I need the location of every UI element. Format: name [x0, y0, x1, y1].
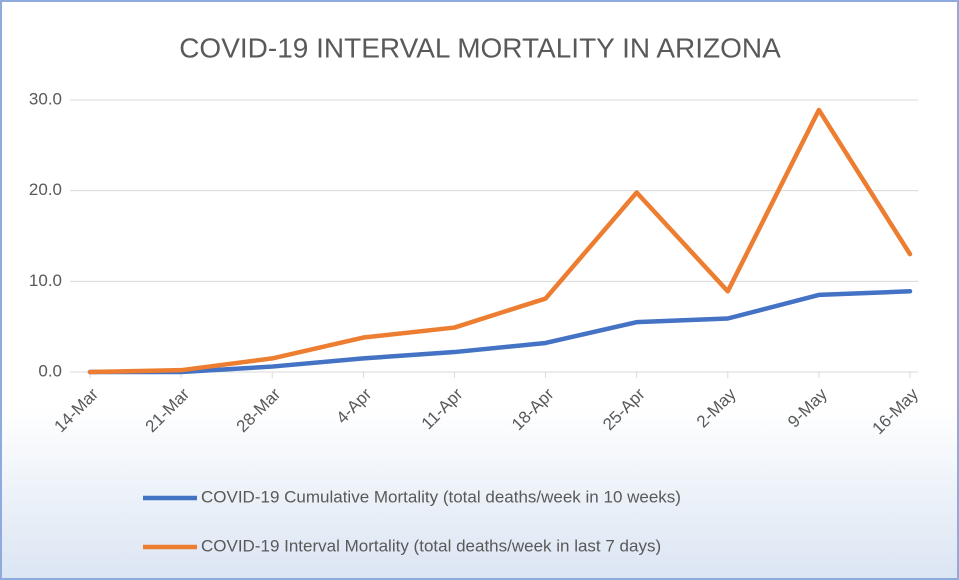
y-tick-label: 20.0 [29, 180, 62, 199]
legend-label: COVID-19 Interval Mortality (total death… [201, 536, 661, 555]
series-line [87, 289, 913, 375]
y-tick-label: 10.0 [29, 271, 62, 290]
series-line [87, 107, 913, 375]
legend-label: COVID-19 Cumulative Mortality (total dea… [201, 487, 681, 506]
y-tick-label: 30.0 [29, 89, 62, 108]
y-tick-label: 0.0 [38, 361, 62, 380]
chart-title: COVID-19 INTERVAL MORTALITY IN ARIZONA [179, 32, 781, 63]
